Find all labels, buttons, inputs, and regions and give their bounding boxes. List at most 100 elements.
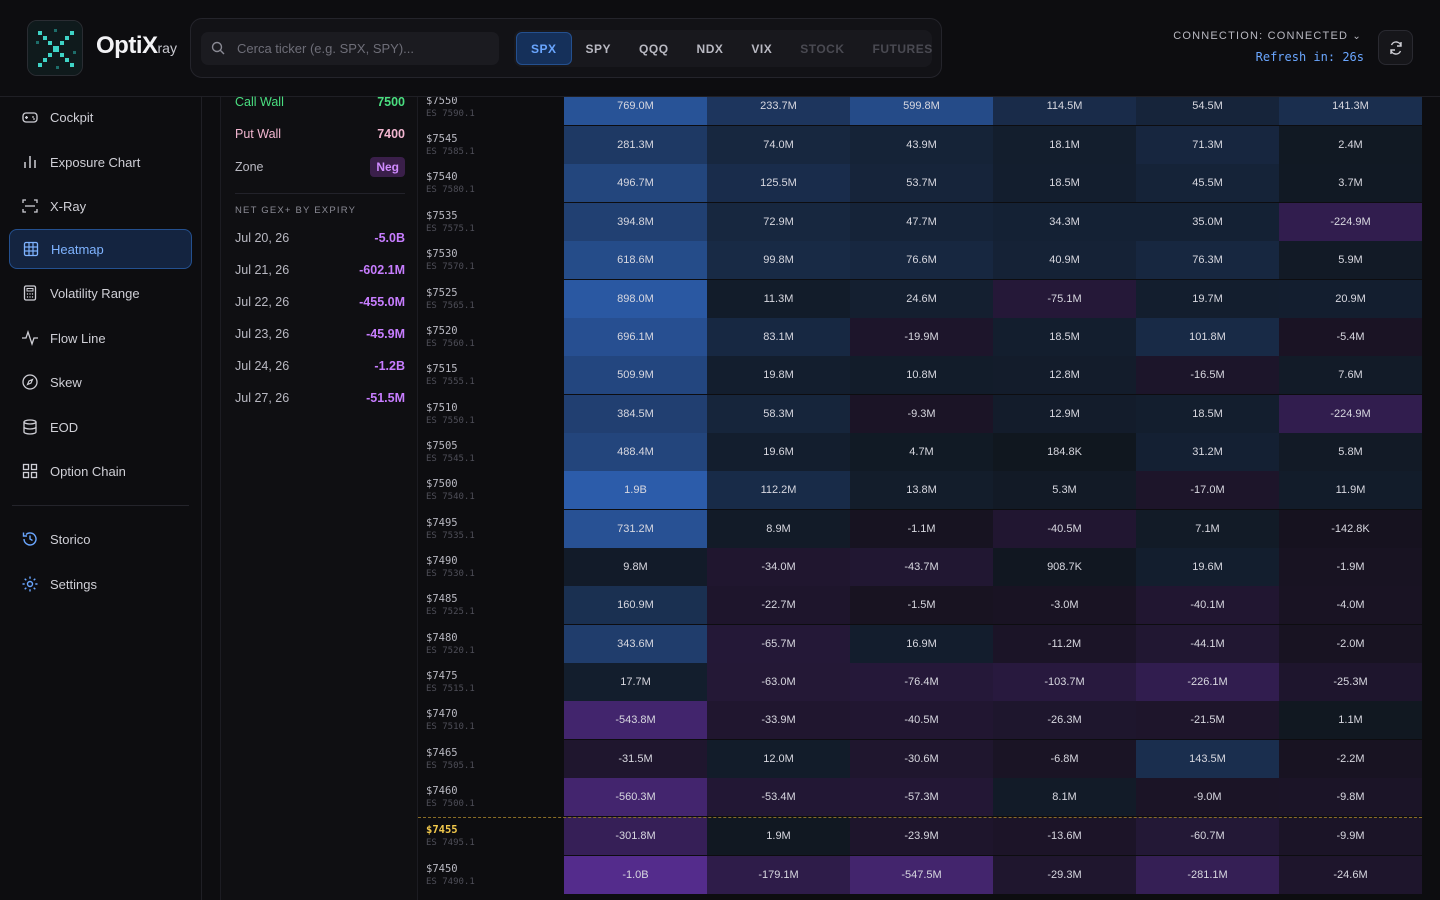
heatmap-cell[interactable]: 11.3M bbox=[707, 280, 850, 318]
heatmap-cell[interactable]: 99.8M bbox=[707, 241, 850, 279]
heatmap-cell[interactable]: -19.9M bbox=[850, 318, 993, 356]
heatmap-cell[interactable]: 898.0M bbox=[564, 280, 707, 318]
heatmap-cell[interactable]: -2.0M bbox=[1279, 625, 1422, 663]
heatmap-cell[interactable]: 696.1M bbox=[564, 318, 707, 356]
heatmap-cell[interactable]: -60.7M bbox=[1136, 817, 1279, 855]
heatmap-cell[interactable]: 7.6M bbox=[1279, 356, 1422, 394]
heatmap-cell[interactable]: -224.9M bbox=[1279, 203, 1422, 241]
heatmap-cell[interactable]: 12.8M bbox=[993, 356, 1136, 394]
heatmap-cell[interactable]: -26.3M bbox=[993, 701, 1136, 739]
heatmap-cell[interactable]: 45.5M bbox=[1136, 164, 1279, 202]
heatmap-cell[interactable]: 71.3M bbox=[1136, 126, 1279, 164]
heatmap-cell[interactable]: 509.9M bbox=[564, 356, 707, 394]
heatmap-cell[interactable]: -224.9M bbox=[1279, 395, 1422, 433]
heatmap-cell[interactable]: 17.7M bbox=[564, 663, 707, 701]
heatmap-cell[interactable]: 18.5M bbox=[993, 318, 1136, 356]
heatmap-cell[interactable]: 54.5M bbox=[1136, 97, 1279, 125]
sidebar-item-option-chain[interactable]: Option Chain bbox=[9, 451, 192, 491]
heatmap-cell[interactable]: 160.9M bbox=[564, 586, 707, 624]
heatmap-cell[interactable]: 143.5M bbox=[1136, 740, 1279, 778]
heatmap-cell[interactable]: -40.5M bbox=[993, 510, 1136, 548]
heatmap-cell[interactable]: 908.7K bbox=[993, 548, 1136, 586]
heatmap-cell[interactable]: -5.4M bbox=[1279, 318, 1422, 356]
heatmap-cell[interactable]: 19.7M bbox=[1136, 280, 1279, 318]
heatmap-cell[interactable]: 1.9B bbox=[564, 471, 707, 509]
heatmap-cell[interactable]: 8.9M bbox=[707, 510, 850, 548]
heatmap-cell[interactable]: 74.0M bbox=[707, 126, 850, 164]
heatmap-cell[interactable]: 141.3M bbox=[1279, 97, 1422, 125]
tab-spy[interactable]: SPY bbox=[585, 41, 612, 56]
heatmap-cell[interactable]: 769.0M bbox=[564, 97, 707, 125]
heatmap-cell[interactable]: -40.5M bbox=[850, 701, 993, 739]
heatmap-cell[interactable]: -9.8M bbox=[1279, 778, 1422, 816]
heatmap-cell[interactable]: -63.0M bbox=[707, 663, 850, 701]
heatmap-cell[interactable]: -281.1M bbox=[1136, 856, 1279, 894]
sidebar-item-exposure-chart[interactable]: Exposure Chart bbox=[9, 142, 192, 182]
tab-stock[interactable]: STOCK bbox=[800, 41, 845, 56]
heatmap-cell[interactable]: 72.9M bbox=[707, 203, 850, 241]
heatmap-cell[interactable]: 343.6M bbox=[564, 625, 707, 663]
heatmap-cell[interactable]: -29.3M bbox=[993, 856, 1136, 894]
heatmap-cell[interactable]: 233.7M bbox=[707, 97, 850, 125]
heatmap-cell[interactable]: -9.3M bbox=[850, 395, 993, 433]
heatmap-cell[interactable]: -24.6M bbox=[1279, 856, 1422, 894]
sidebar-item-flow-line[interactable]: Flow Line bbox=[9, 318, 192, 358]
heatmap-cell[interactable]: 731.2M bbox=[564, 510, 707, 548]
heatmap-cell[interactable]: -75.1M bbox=[993, 280, 1136, 318]
heatmap-cell[interactable]: -547.5M bbox=[850, 856, 993, 894]
heatmap-cell[interactable]: 13.8M bbox=[850, 471, 993, 509]
sidebar-item-volatility-range[interactable]: Volatility Range bbox=[9, 273, 192, 313]
heatmap-cell[interactable]: 7.1M bbox=[1136, 510, 1279, 548]
heatmap-cell[interactable]: -1.9M bbox=[1279, 548, 1422, 586]
heatmap-cell[interactable]: 1.9M bbox=[707, 817, 850, 855]
heatmap-cell[interactable]: -13.6M bbox=[993, 817, 1136, 855]
heatmap-cell[interactable]: -22.7M bbox=[707, 586, 850, 624]
sidebar-item-heatmap[interactable]: Heatmap bbox=[9, 229, 192, 269]
heatmap-cell[interactable]: 11.9M bbox=[1279, 471, 1422, 509]
heatmap-cell[interactable]: 19.8M bbox=[707, 356, 850, 394]
heatmap-cell[interactable]: 83.1M bbox=[707, 318, 850, 356]
sidebar-item-cockpit[interactable]: Cockpit bbox=[9, 97, 192, 137]
heatmap-cell[interactable]: -142.8K bbox=[1279, 510, 1422, 548]
heatmap-cell[interactable]: 101.8M bbox=[1136, 318, 1279, 356]
heatmap-cell[interactable]: 58.3M bbox=[707, 395, 850, 433]
heatmap-cell[interactable]: 599.8M bbox=[850, 97, 993, 125]
heatmap-cell[interactable]: -543.8M bbox=[564, 701, 707, 739]
heatmap-cell[interactable]: 5.3M bbox=[993, 471, 1136, 509]
heatmap-cell[interactable]: -25.3M bbox=[1279, 663, 1422, 701]
heatmap-cell[interactable]: 53.7M bbox=[850, 164, 993, 202]
heatmap-cell[interactable]: -179.1M bbox=[707, 856, 850, 894]
heatmap-cell[interactable]: 5.9M bbox=[1279, 241, 1422, 279]
heatmap-cell[interactable]: 4.7M bbox=[850, 433, 993, 471]
heatmap-cell[interactable]: -11.2M bbox=[993, 625, 1136, 663]
heatmap-cell[interactable]: -9.9M bbox=[1279, 817, 1422, 855]
heatmap-cell[interactable]: 184.8K bbox=[993, 433, 1136, 471]
heatmap-cell[interactable]: 34.3M bbox=[993, 203, 1136, 241]
heatmap-cell[interactable]: 10.8M bbox=[850, 356, 993, 394]
heatmap-cell[interactable]: 24.6M bbox=[850, 280, 993, 318]
refresh-button[interactable] bbox=[1378, 30, 1413, 65]
heatmap-cell[interactable]: 3.7M bbox=[1279, 164, 1422, 202]
heatmap-cell[interactable]: 394.8M bbox=[564, 203, 707, 241]
heatmap-cell[interactable]: 112.2M bbox=[707, 471, 850, 509]
heatmap-cell[interactable]: -4.0M bbox=[1279, 586, 1422, 624]
heatmap-cell[interactable]: 19.6M bbox=[1136, 548, 1279, 586]
search-input[interactable] bbox=[237, 32, 493, 65]
heatmap-cell[interactable]: -301.8M bbox=[564, 817, 707, 855]
heatmap-cell[interactable]: 281.3M bbox=[564, 126, 707, 164]
heatmap-cell[interactable]: 384.5M bbox=[564, 395, 707, 433]
heatmap-cell[interactable]: 9.8M bbox=[564, 548, 707, 586]
heatmap-cell[interactable]: 18.5M bbox=[1136, 395, 1279, 433]
heatmap-cell[interactable]: -103.7M bbox=[993, 663, 1136, 701]
heatmap-cell[interactable]: -17.0M bbox=[1136, 471, 1279, 509]
heatmap-cell[interactable]: 8.1M bbox=[993, 778, 1136, 816]
heatmap-cell[interactable]: -6.8M bbox=[993, 740, 1136, 778]
heatmap-cell[interactable]: -65.7M bbox=[707, 625, 850, 663]
heatmap-cell[interactable]: 18.1M bbox=[993, 126, 1136, 164]
heatmap-cell[interactable]: -23.9M bbox=[850, 817, 993, 855]
heatmap-cell[interactable]: -1.1M bbox=[850, 510, 993, 548]
heatmap-cell[interactable]: -33.9M bbox=[707, 701, 850, 739]
heatmap-cell[interactable]: -43.7M bbox=[850, 548, 993, 586]
heatmap-cell[interactable]: 20.9M bbox=[1279, 280, 1422, 318]
heatmap-cell[interactable]: 18.5M bbox=[993, 164, 1136, 202]
